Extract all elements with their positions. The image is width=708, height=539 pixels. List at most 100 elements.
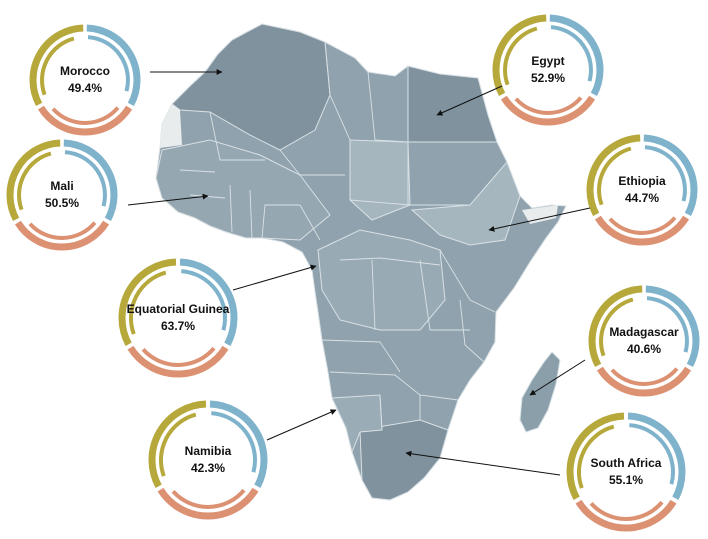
country-name: Namibia: [184, 444, 232, 458]
donut-inner-blue-segment: [181, 269, 227, 331]
north-africa-region: [171, 23, 331, 151]
donut-outer-orange-segment: [157, 487, 259, 520]
country-name: Madagascar: [609, 325, 679, 339]
donut-background: [146, 398, 270, 522]
donut-inner-blue-segment: [87, 35, 130, 92]
country-percent: 40.6%: [626, 342, 662, 356]
country-percent: 52.9%: [530, 71, 566, 85]
country-percent: 44.7%: [624, 191, 660, 205]
donut-inner-orange-segment: [589, 500, 664, 521]
donut-outer-olive-segment: [118, 258, 177, 346]
donut-inner-blue-segment: [629, 423, 675, 485]
donut-inner-orange-segment: [610, 367, 679, 386]
donut-namibia: [146, 398, 270, 522]
donut-inner-olive-segment: [128, 270, 167, 335]
donut-inner-olive-segment: [597, 146, 632, 206]
arrow-namibia: [266, 409, 337, 441]
label-morocco: Morocco 49.4%: [15, 63, 155, 97]
donut-outer-blue-segment: [209, 400, 268, 488]
donut-inner-blue-segment: [211, 411, 257, 473]
donut-outer-olive-segment: [492, 14, 547, 97]
country-percent: 49.4%: [67, 81, 103, 95]
arrow-south-africa: [405, 450, 561, 476]
donut-outer-orange-segment: [500, 95, 596, 126]
donut-morocco: [27, 22, 143, 138]
southern-africa-region: [359, 419, 449, 501]
donut-inner-orange-segment: [608, 216, 677, 235]
donut-mali: [4, 137, 120, 253]
label-mali: Mali 50.5%: [0, 178, 132, 212]
donut-inner-blue-segment: [64, 150, 107, 207]
donut-outer-blue-segment: [549, 14, 604, 97]
donut-ethiopia: [584, 132, 700, 248]
donut-inner-orange-segment: [51, 106, 120, 125]
donut-outer-blue-segment: [86, 24, 141, 107]
west-africa-region: [155, 139, 331, 241]
madagascar-island: [519, 351, 561, 433]
label-ethiopia: Ethiopia 44.7%: [572, 173, 708, 207]
donut-inner-blue-segment: [646, 296, 689, 353]
donut-inner-orange-segment: [514, 96, 583, 115]
donut-egypt: [490, 12, 606, 128]
donut-inner-olive-segment: [40, 36, 75, 96]
donut-outer-orange-segment: [594, 215, 690, 246]
donut-outer-olive-segment: [566, 412, 625, 500]
country-name: Ethiopia: [618, 174, 666, 188]
country-name: Mali: [50, 179, 74, 193]
label-south-africa: South Africa 55.1%: [556, 455, 696, 489]
somaliland: [522, 205, 558, 224]
donut-outer-orange-segment: [14, 220, 110, 251]
donut-outer-blue-segment: [627, 412, 686, 500]
donut-outer-orange-segment: [575, 499, 677, 532]
label-egypt: Egypt 52.9%: [478, 53, 618, 87]
country-name: South Africa: [590, 456, 662, 470]
donut-inner-olive-segment: [17, 151, 52, 211]
donut-inner-olive-segment: [503, 26, 538, 86]
donut-background: [564, 410, 688, 534]
arrow-ethiopia: [488, 207, 591, 232]
donut-inner-olive-segment: [576, 424, 615, 489]
country-name: Equatorial Guinea: [126, 302, 230, 316]
country-percent: 50.5%: [44, 196, 80, 210]
country-percent: 63.7%: [160, 319, 196, 333]
country-borders: [179, 41, 496, 431]
label-madagascar: Madagascar 40.6%: [574, 324, 708, 358]
donut-inner-orange-segment: [28, 221, 97, 240]
horn-region: [410, 161, 521, 246]
donut-outer-olive-segment: [29, 24, 84, 107]
donut-inner-olive-segment: [599, 297, 634, 357]
label-namibia: Namibia 42.3%: [138, 443, 278, 477]
donut-outer-blue-segment: [63, 139, 118, 222]
donut-equatorial-guinea: [116, 256, 240, 380]
country-name: Egypt: [531, 54, 565, 68]
donut-inner-blue-segment: [550, 25, 593, 82]
donut-south-africa: [564, 410, 688, 534]
donut-outer-orange-segment: [127, 345, 229, 378]
sahel-region: [349, 139, 411, 221]
arrow-madagascar: [529, 359, 586, 396]
donut-outer-olive-segment: [6, 139, 61, 222]
donut-outer-olive-segment: [588, 285, 643, 368]
arrow-mali: [127, 193, 209, 206]
donut-inner-olive-segment: [158, 412, 197, 477]
donut-outer-blue-segment: [643, 134, 698, 217]
western-sahara: [160, 104, 182, 148]
africa-map: [155, 23, 567, 501]
donut-charts: [4, 12, 702, 534]
donut-outer-orange-segment: [37, 105, 133, 136]
label-equatorial-guinea: Equatorial Guinea 63.7%: [108, 301, 248, 335]
donut-outer-orange-segment: [596, 366, 692, 397]
central-africa-region: [317, 229, 446, 331]
donut-inner-orange-segment: [141, 346, 216, 367]
donut-outer-olive-segment: [586, 134, 641, 217]
country-percent: 55.1%: [608, 473, 644, 487]
donut-background: [116, 256, 240, 380]
arrow-egypt: [436, 85, 503, 116]
donut-outer-olive-segment: [148, 400, 207, 488]
country-name: Morocco: [59, 64, 110, 78]
donut-outer-blue-segment: [645, 285, 700, 368]
donut-inner-blue-segment: [644, 145, 687, 202]
pointer-arrows: [127, 69, 591, 476]
arrow-equatorial-guinea: [232, 264, 317, 291]
